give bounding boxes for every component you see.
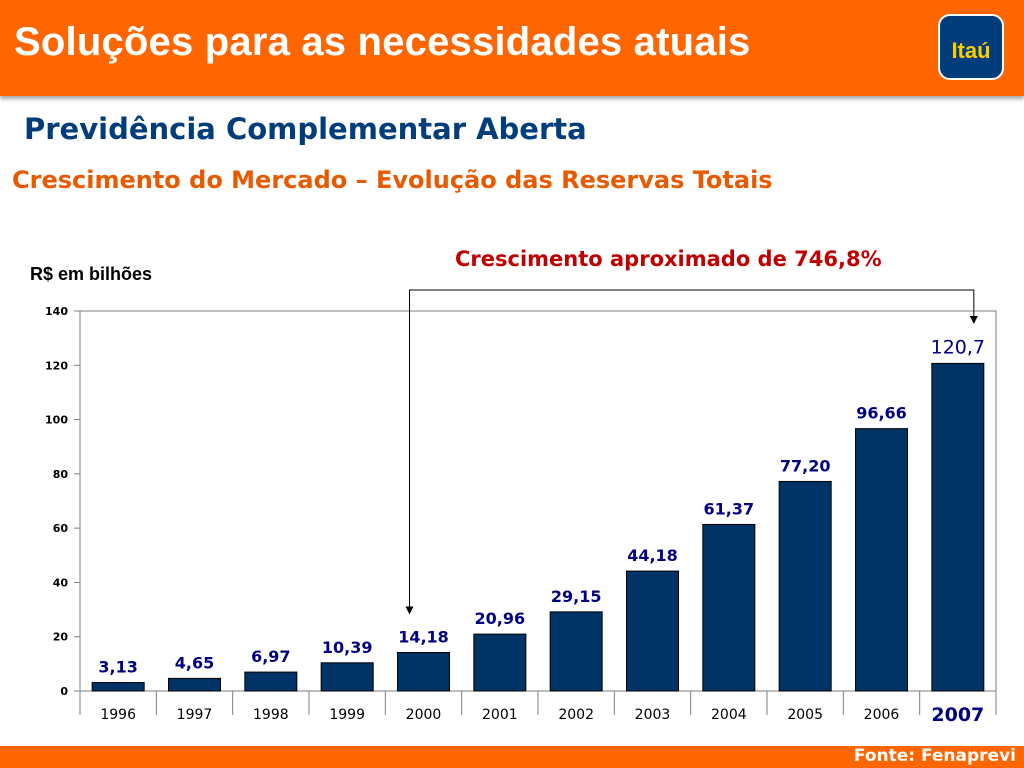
y-tick-label: 0 <box>60 685 68 698</box>
bar-value-label: 14,18 <box>398 628 449 647</box>
bar <box>91 682 145 692</box>
x-tick-label: 1997 <box>177 707 213 723</box>
x-tick-label: 2004 <box>711 707 747 723</box>
bar <box>778 480 832 692</box>
bar <box>320 662 374 692</box>
bar <box>931 362 985 692</box>
bar-value-label: 6,97 <box>251 647 290 666</box>
logo-text: Itaú <box>951 38 991 63</box>
arrowhead-end <box>969 316 978 324</box>
y-tick-label: 80 <box>53 468 69 481</box>
bar-value-label: 3,13 <box>98 658 137 677</box>
y-axis-label: R$ em bilhões <box>30 264 153 284</box>
page-title: Soluções para as necessidades atuais <box>14 20 751 64</box>
bar-value-label: 120,7 <box>931 336 985 358</box>
bar <box>244 671 298 692</box>
y-tick-label: 40 <box>53 576 69 589</box>
bar-value-label: 61,37 <box>704 499 755 518</box>
bar-value-label: 96,66 <box>856 404 907 423</box>
arrowhead-start <box>405 606 414 615</box>
y-tick-label: 20 <box>53 631 69 644</box>
subtitle: Previdência Complementar Aberta <box>24 112 587 146</box>
bar <box>168 677 221 692</box>
y-tick-label: 100 <box>45 414 68 427</box>
itau-logo: Itaú <box>938 14 1004 80</box>
x-tick-label: 1996 <box>100 707 136 723</box>
growth-bracket <box>409 289 975 613</box>
bar-value-label: 29,15 <box>551 587 602 606</box>
bar-value-label: 77,20 <box>780 456 831 475</box>
y-tick-label: 140 <box>45 305 68 318</box>
x-tick-label: 2006 <box>864 707 900 723</box>
x-tick-label: 2002 <box>558 707 594 723</box>
x-tick-label: 2001 <box>482 707 518 723</box>
bar <box>702 523 756 692</box>
bar-value-label: 44,18 <box>627 546 678 565</box>
header-bar: Soluções para as necessidades atuais Ita… <box>0 0 1024 96</box>
bar <box>855 428 908 692</box>
x-tick-label: 2007 <box>931 704 984 726</box>
x-tick-label: 2003 <box>635 707 671 723</box>
bar <box>397 652 450 692</box>
bar <box>473 633 527 692</box>
x-tick-label: 2005 <box>787 707 823 723</box>
y-tick-label: 120 <box>45 359 68 372</box>
footer-bar: Fonte: Fenaprevi <box>0 746 1024 768</box>
source-note: Fonte: Fenaprevi <box>853 746 1016 766</box>
y-tick-label: 60 <box>53 522 69 535</box>
bar-value-label: 20,96 <box>475 609 526 628</box>
bar <box>626 570 679 692</box>
growth-annotation: Crescimento aproximado de 746,8% <box>455 247 882 271</box>
section-title: Crescimento do Mercado – Evolução das Re… <box>12 166 773 194</box>
x-tick-label: 2000 <box>406 707 442 723</box>
bar <box>549 611 603 692</box>
x-tick-label: 1998 <box>253 707 289 723</box>
bar-value-label: 4,65 <box>175 653 214 672</box>
x-tick-label: 1999 <box>329 707 365 723</box>
bar-value-label: 10,39 <box>322 638 373 657</box>
